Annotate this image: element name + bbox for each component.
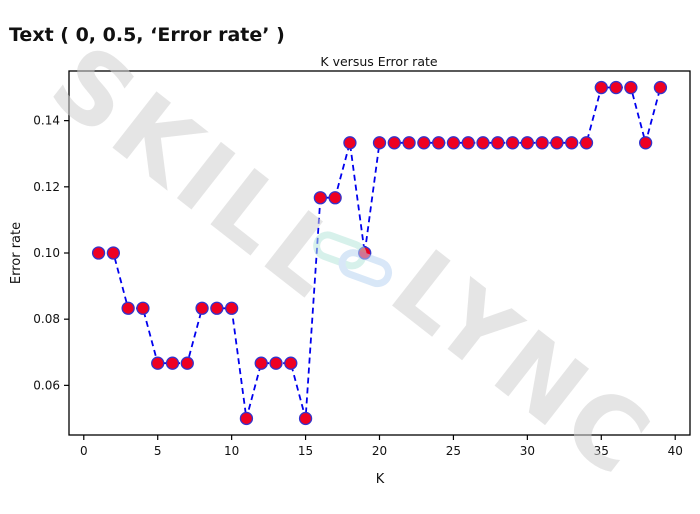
y-axis-ticks: 0.06 0.08 0.10 0.12 0.14 (33, 114, 69, 392)
data-point (446, 136, 461, 150)
x-tick-label: 0 (80, 444, 88, 458)
y-tick-label: 0.12 (33, 180, 60, 194)
data-point (269, 356, 283, 370)
x-tick-label: 40 (668, 444, 683, 458)
data-point (372, 136, 387, 150)
data-point (579, 136, 594, 150)
data-point (136, 301, 150, 315)
data-point (165, 356, 180, 370)
data-point (195, 301, 209, 315)
data-point (313, 191, 328, 205)
data-point (284, 356, 298, 370)
data-point (550, 136, 564, 150)
data-point (343, 136, 357, 150)
data-point (328, 191, 342, 205)
data-point (565, 136, 579, 150)
data-point (535, 136, 549, 150)
data-point (91, 246, 106, 260)
x-tick-label: 30 (520, 444, 535, 458)
data-point (402, 136, 416, 150)
data-point (417, 136, 431, 150)
output-text-line: Text ( 0, 0.5, ‘Error rate’ ) (9, 24, 285, 46)
data-point (461, 136, 475, 150)
data-point (505, 136, 520, 150)
data-point (298, 411, 313, 426)
data-point (594, 80, 608, 95)
data-point (476, 136, 490, 150)
data-point (239, 411, 254, 426)
y-tick-label: 0.14 (33, 114, 60, 128)
data-point (653, 80, 668, 95)
data-point (210, 301, 224, 315)
data-point (491, 136, 505, 150)
data-point (254, 356, 268, 370)
data-point (624, 80, 638, 95)
x-tick-label: 35 (594, 444, 609, 458)
y-tick-label: 0.06 (33, 378, 60, 392)
y-axis-label: Error rate (9, 222, 24, 284)
x-tick-label: 25 (446, 444, 461, 458)
x-tick-label: 5 (154, 444, 162, 458)
x-axis-ticks: 0 5 10 15 20 25 30 35 40 (80, 435, 683, 458)
data-point (520, 136, 535, 150)
x-tick-label: 20 (372, 444, 387, 458)
y-tick-label: 0.10 (33, 246, 60, 260)
chart-title: K versus Error rate (320, 54, 437, 69)
plot-frame (68, 70, 691, 436)
y-tick-label: 0.08 (33, 312, 60, 326)
data-point (431, 136, 446, 150)
data-point (609, 80, 623, 95)
series-error-rate (91, 80, 668, 426)
data-point (387, 136, 401, 150)
data-point (224, 301, 239, 315)
data-point (180, 356, 194, 370)
data-point (121, 301, 135, 315)
data-point (358, 246, 372, 260)
data-point (638, 136, 653, 150)
x-tick-label: 15 (298, 444, 313, 458)
data-point (106, 246, 121, 260)
x-axis-label: K (376, 472, 385, 487)
x-tick-label: 10 (224, 444, 239, 458)
data-point (151, 356, 165, 370)
